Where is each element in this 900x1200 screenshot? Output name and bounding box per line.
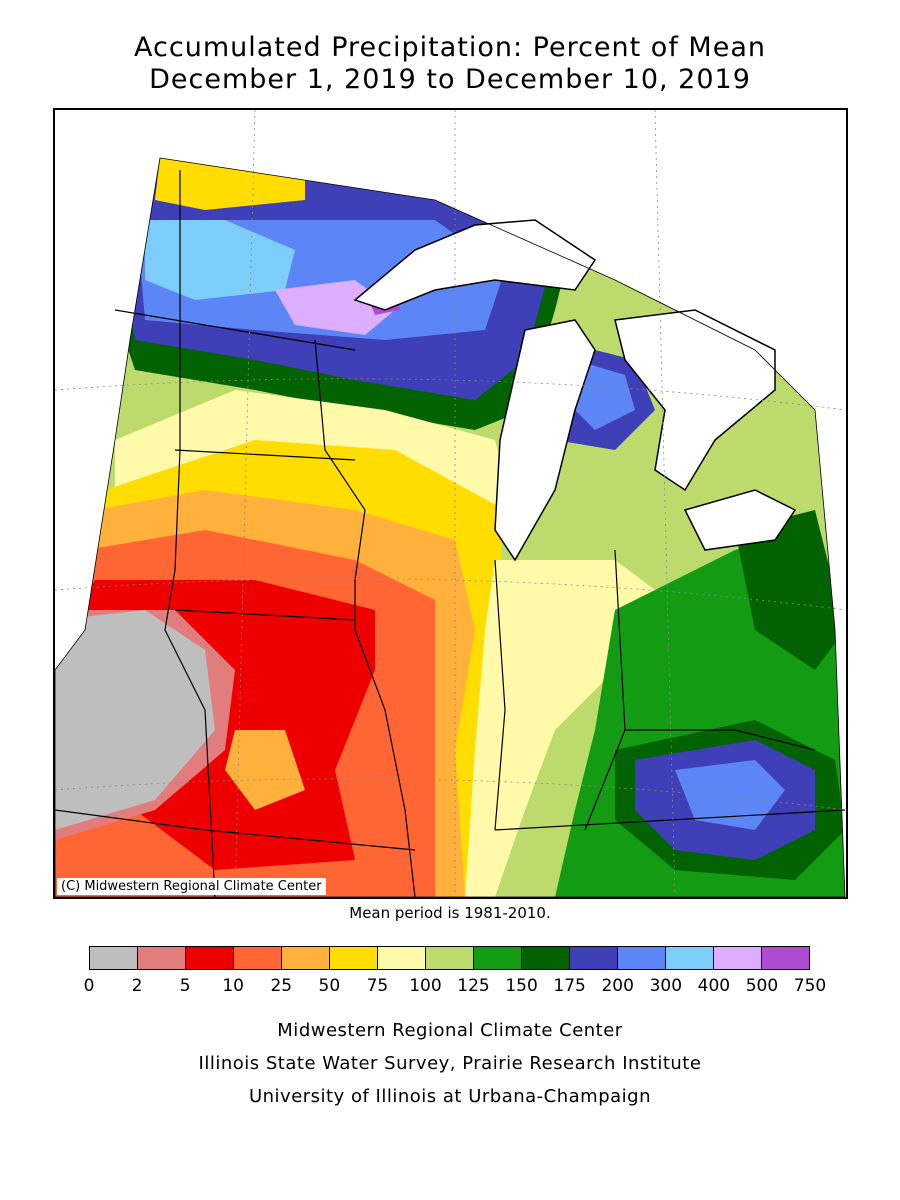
legend-swatch xyxy=(138,947,186,969)
legend-tick-label: 175 xyxy=(553,976,586,996)
legend-swatch xyxy=(90,947,138,969)
legend-swatch xyxy=(378,947,426,969)
map-title: Accumulated Precipitation: Percent of Me… xyxy=(134,32,766,63)
map-date-range: December 1, 2019 to December 10, 2019 xyxy=(149,64,751,95)
border-mn-ia xyxy=(174,449,356,461)
legend-tick-label: 150 xyxy=(505,976,538,996)
lake-michigan xyxy=(494,319,596,562)
legend-tick-label: 75 xyxy=(366,976,389,996)
legend-tick-labels: 0 2 5 10 25 50 75 100 125 150 175 200 300 400 500 750 xyxy=(84,976,827,998)
legend-bar xyxy=(89,946,810,970)
legend-tick-label: 50 xyxy=(318,976,341,996)
border-canada xyxy=(114,309,356,351)
legend-tick-label: 10 xyxy=(222,976,245,996)
footer-line-3: University of Illinois at Urbana-Champai… xyxy=(248,1086,652,1107)
lake-superior xyxy=(353,219,597,311)
legend-swatch xyxy=(474,947,522,969)
legend-tick-label: 5 xyxy=(179,976,191,996)
legend-tick-label: 0 xyxy=(83,976,95,996)
legend-swatch xyxy=(282,947,330,969)
lake-huron xyxy=(614,309,776,492)
footer-line-2: Illinois State Water Survey, Prairie Res… xyxy=(198,1053,702,1074)
legend-tick-label: 750 xyxy=(793,976,827,996)
copyright-label: (C) Midwestern Regional Climate Center xyxy=(57,878,326,895)
color-legend xyxy=(89,946,810,970)
graticule xyxy=(55,110,846,897)
map-svg xyxy=(55,110,846,897)
region-outline xyxy=(55,157,846,897)
legend-tick-label: 100 xyxy=(409,976,442,996)
legend-swatch xyxy=(522,947,570,969)
state-boundaries xyxy=(55,170,846,897)
legend-swatch xyxy=(618,947,666,969)
contour-200-300-michigan xyxy=(575,360,635,430)
mean-period-note: Mean period is 1981-2010. xyxy=(349,904,551,922)
legend-swatch xyxy=(570,947,618,969)
contour-75-100-south xyxy=(465,560,655,897)
legend-swatch xyxy=(762,947,809,969)
grid-line xyxy=(55,378,846,411)
legend-tick-label: 400 xyxy=(697,976,731,996)
border-ky-tn xyxy=(494,809,846,831)
border-mn-wi xyxy=(314,339,366,581)
legend-swatch xyxy=(234,947,282,969)
legend-swatch xyxy=(186,947,234,969)
footer-line-1: Midwestern Regional Climate Center xyxy=(277,1020,623,1041)
border-ohio-river xyxy=(625,729,816,751)
contour-200-300-south xyxy=(675,760,785,830)
legend-swatch xyxy=(666,947,714,969)
legend-tick-label: 300 xyxy=(649,976,683,996)
legend-swatch xyxy=(714,947,762,969)
border-ia-il xyxy=(354,580,416,897)
contour-150-175-east xyxy=(735,510,845,670)
legend-swatch xyxy=(426,947,474,969)
lake-erie xyxy=(683,489,797,551)
contour-300-400 xyxy=(145,220,295,300)
legend-swatch xyxy=(330,947,378,969)
border-mo-ar xyxy=(55,809,416,851)
precipitation-map: (C) Midwestern Regional Climate Center xyxy=(53,108,848,899)
border-il-in xyxy=(494,559,506,831)
grid-line xyxy=(55,578,846,611)
great-lakes xyxy=(353,219,797,562)
contour-0-2 xyxy=(55,610,215,830)
legend-tick-label: 200 xyxy=(601,976,634,996)
legend-tick-label: 125 xyxy=(457,976,490,996)
legend-tick-label: 25 xyxy=(270,976,293,996)
legend-tick-label: 2 xyxy=(131,976,143,996)
border-dakotas-mn xyxy=(164,170,216,897)
legend-tick-label: 500 xyxy=(745,976,779,996)
border-ia-mo xyxy=(174,609,356,621)
contour-25-50-patch xyxy=(225,730,305,810)
contour-50-75-north xyxy=(155,158,305,210)
grid-line xyxy=(55,778,846,811)
